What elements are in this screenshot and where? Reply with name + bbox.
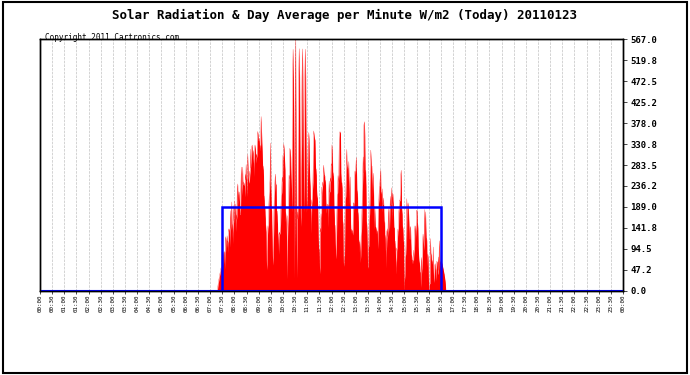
Bar <box>222 207 441 291</box>
Text: Copyright 2011 Cartronics.com: Copyright 2011 Cartronics.com <box>45 33 179 42</box>
Text: Solar Radiation & Day Average per Minute W/m2 (Today) 20110123: Solar Radiation & Day Average per Minute… <box>112 9 578 22</box>
